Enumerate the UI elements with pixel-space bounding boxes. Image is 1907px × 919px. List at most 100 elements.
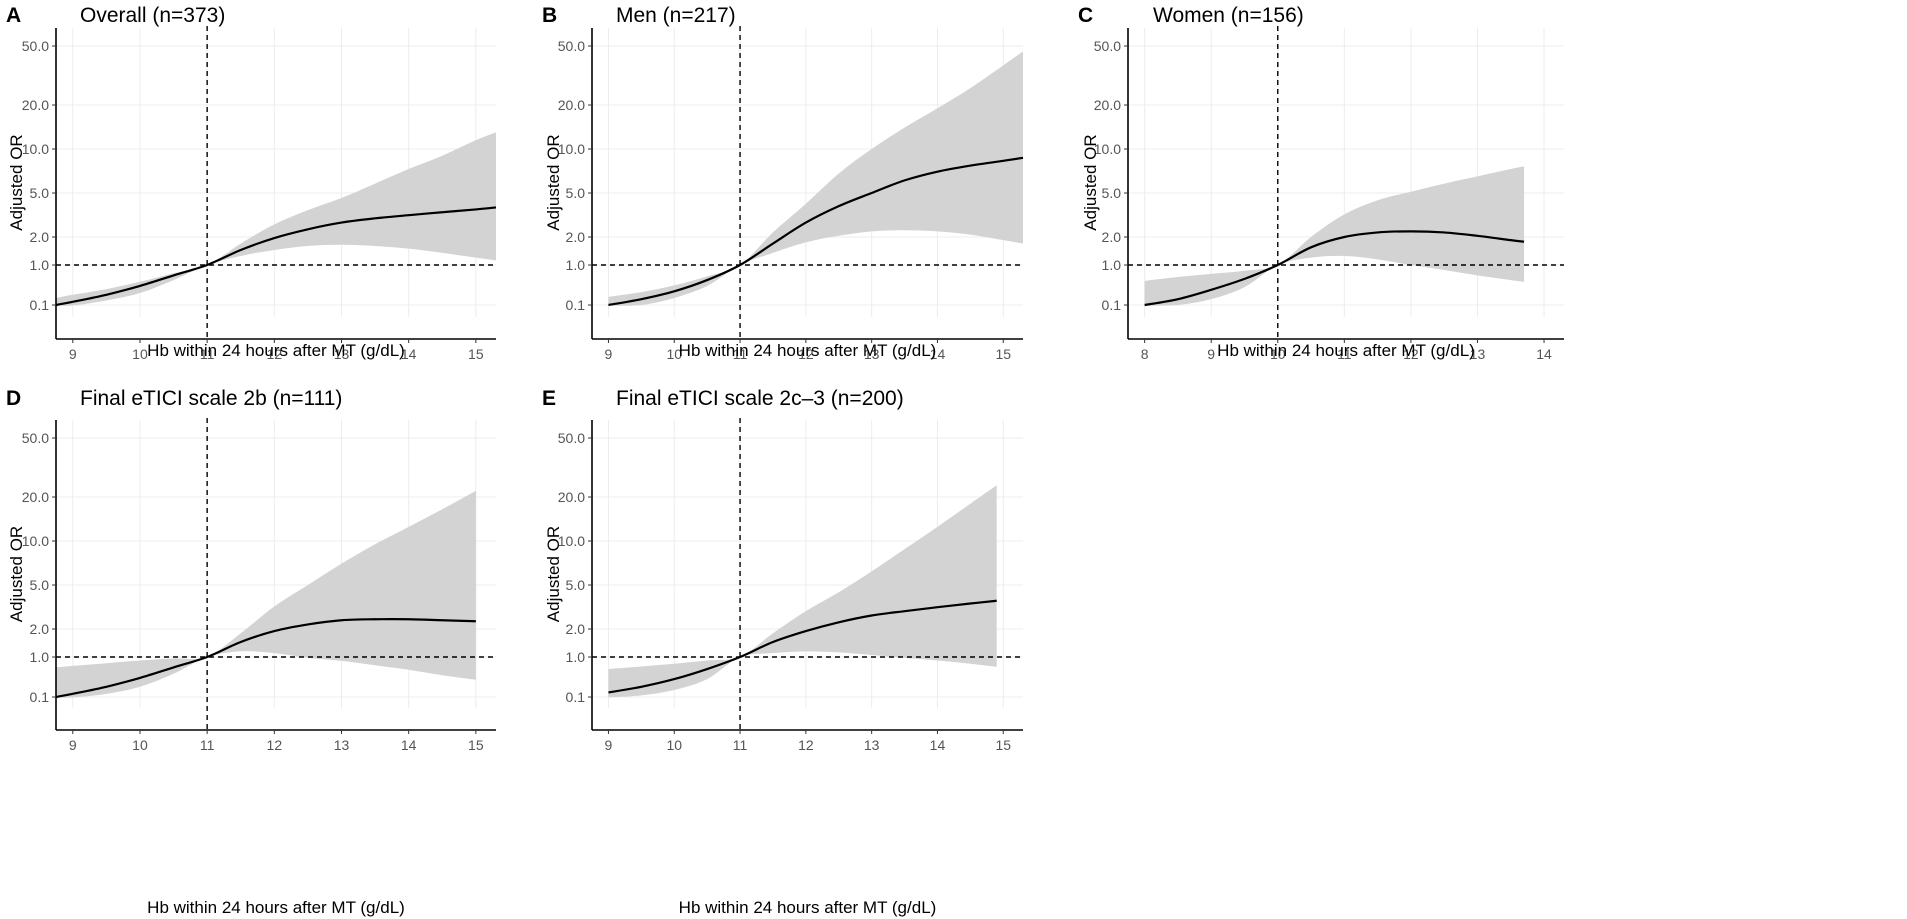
x-tick-label: 10 — [132, 346, 148, 362]
y-tick-label: 50.0 — [22, 430, 49, 446]
y-tick-label: 1.0 — [566, 257, 586, 273]
y-tick-label: 0.1 — [566, 297, 586, 313]
x-axis-title: Hb within 24 hours after MT (g/dL) — [679, 341, 937, 360]
x-axis-title: Hb within 24 hours after MT (g/dL) — [147, 898, 405, 917]
x-axis-title: Hb within 24 hours after MT (g/dL) — [679, 898, 937, 917]
y-axis-title: Adjusted OR — [544, 526, 563, 622]
y-tick-label: 5.0 — [30, 577, 50, 593]
y-axis-title: Adjusted OR — [7, 526, 26, 622]
panel-letter: B — [542, 4, 557, 27]
y-tick-label: 50.0 — [558, 38, 585, 54]
panel-title: Final eTICI scale 2b (n=111) — [80, 387, 342, 410]
y-tick-label: 2.0 — [1102, 229, 1122, 245]
y-tick-label: 10.0 — [558, 533, 585, 549]
y-tick-label: 20.0 — [558, 97, 585, 113]
y-tick-label: 50.0 — [1094, 38, 1121, 54]
x-tick-label: 12 — [267, 346, 283, 362]
y-tick-label: 2.0 — [30, 621, 50, 637]
y-tick-label: 5.0 — [1102, 185, 1122, 201]
x-axis-title: Hb within 24 hours after MT (g/dL) — [1217, 341, 1475, 360]
panel-letter: E — [542, 387, 556, 410]
x-tick-label: 10 — [1270, 346, 1286, 362]
or-curve — [1144, 230, 1525, 307]
y-tick-label: 20.0 — [558, 489, 585, 505]
or-curve — [55, 206, 497, 307]
y-tick-label: 2.0 — [566, 621, 586, 637]
x-tick-label: 11 — [733, 737, 748, 753]
x-tick-label: 10 — [132, 737, 148, 753]
x-tick-label: 8 — [1141, 346, 1149, 362]
x-tick-label: 12 — [798, 346, 814, 362]
panel-d: 0.1 1.0 2.0 5.0 10.0 20.0 50.0 9 10 11 12 13 14 15 D Fi… — [6, 387, 496, 917]
x-tick-label: 15 — [995, 737, 1011, 753]
x-tick-label: 13 — [864, 346, 880, 362]
y-tick-label: 10.0 — [1094, 141, 1121, 157]
panel-a: 0.1 1.0 2.0 5.0 10.0 20.0 50.0 9 10 11 12 13 14 15 A Ov… — [6, 4, 497, 362]
panel-title: Women (n=156) — [1153, 4, 1304, 27]
y-tick-label: 20.0 — [22, 97, 49, 113]
x-tick-label: 11 — [200, 737, 215, 753]
x-tick-label: 9 — [69, 346, 77, 362]
panel-b: 0.1 1.0 2.0 5.0 10.0 20.0 50.0 9 10 11 12 13 14 15 B Me… — [542, 4, 1024, 362]
confidence-band — [608, 51, 1023, 306]
panel-letter: C — [1078, 4, 1093, 27]
confidence-band — [56, 132, 496, 306]
y-tick-label: 0.1 — [30, 689, 50, 705]
y-tick-label: 20.0 — [1094, 97, 1121, 113]
panel-letter: D — [6, 387, 21, 410]
x-tick-label: 13 — [864, 737, 880, 753]
x-tick-label: 14 — [930, 346, 946, 362]
panel-title: Final eTICI scale 2c–3 (n=200) — [616, 387, 904, 410]
x-tick-label: 13 — [1470, 346, 1486, 362]
x-tick-label: 10 — [666, 737, 682, 753]
y-tick-label: 20.0 — [22, 489, 49, 505]
y-tick-label: 0.1 — [30, 297, 50, 313]
y-tick-label: 1.0 — [566, 649, 586, 665]
x-tick-label: 9 — [69, 737, 77, 753]
x-tick-label: 11 — [733, 346, 748, 362]
y-tick-label: 5.0 — [566, 185, 586, 201]
y-tick-label: 50.0 — [558, 430, 585, 446]
x-tick-label: 12 — [1403, 346, 1419, 362]
x-tick-label: 14 — [1536, 346, 1552, 362]
y-axis-title: Adjusted OR — [7, 134, 26, 230]
y-axis-title: Adjusted OR — [1081, 134, 1100, 230]
or-curve — [608, 156, 1024, 307]
y-tick-label: 50.0 — [22, 38, 49, 54]
x-tick-label: 9 — [1207, 346, 1215, 362]
x-tick-label: 13 — [334, 737, 350, 753]
x-tick-label: 15 — [468, 737, 484, 753]
y-tick-label: 5.0 — [30, 185, 50, 201]
x-axis-title: Hb within 24 hours after MT (g/dL) — [147, 341, 405, 360]
y-tick-label: 10.0 — [558, 141, 585, 157]
x-tick-label: 11 — [1337, 346, 1352, 362]
or-curve — [608, 599, 997, 694]
x-tick-label: 12 — [267, 737, 283, 753]
y-tick-label: 0.1 — [1102, 297, 1122, 313]
x-tick-label: 14 — [401, 346, 417, 362]
x-tick-label: 9 — [605, 346, 613, 362]
y-tick-label: 2.0 — [30, 229, 50, 245]
y-tick-label: 1.0 — [1102, 257, 1122, 273]
x-tick-label: 14 — [930, 737, 946, 753]
confidence-band — [1144, 166, 1525, 306]
y-tick-label: 5.0 — [566, 577, 586, 593]
confidence-band — [608, 485, 997, 698]
y-tick-label: 2.0 — [566, 229, 586, 245]
x-tick-label: 15 — [995, 346, 1011, 362]
y-axis-title: Adjusted OR — [544, 134, 563, 230]
y-tick-label: 10.0 — [22, 141, 49, 157]
panel-title: Men (n=217) — [616, 4, 736, 27]
panel-title: Overall (n=373) — [80, 4, 225, 27]
y-tick-label: 0.1 — [566, 689, 586, 705]
y-tick-label: 1.0 — [30, 649, 50, 665]
panel-letter: A — [6, 4, 21, 27]
x-tick-label: 15 — [468, 346, 484, 362]
x-tick-label: 9 — [605, 737, 613, 753]
x-tick-label: 13 — [334, 346, 350, 362]
y-tick-label: 1.0 — [30, 257, 50, 273]
y-tick-label: 10.0 — [22, 533, 49, 549]
panel-c: 0.1 1.0 2.0 5.0 10.0 20.0 50.0 8 9 10 11 12 13 14 C Wom… — [1078, 4, 1564, 362]
x-tick-label: 12 — [798, 737, 814, 753]
